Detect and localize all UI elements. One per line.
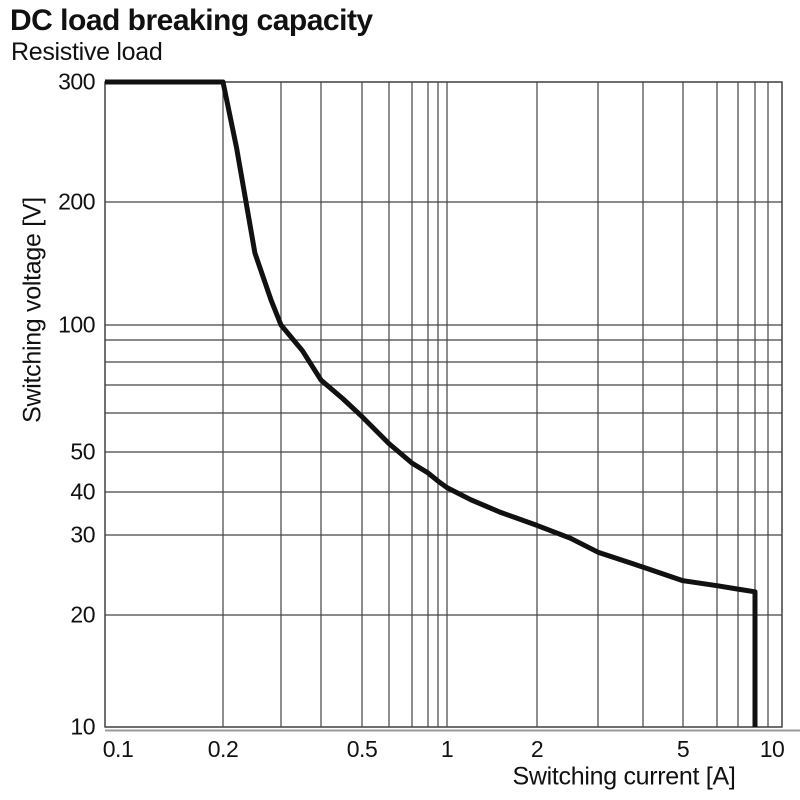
- y-tick-label: 100: [58, 311, 95, 338]
- y-tick-label: 30: [70, 521, 95, 548]
- x-tick-label: 0.5: [346, 736, 378, 762]
- y-axis-title: Switching voltage [V]: [18, 197, 47, 423]
- y-tick-label: 10: [70, 713, 95, 740]
- x-tick-label: 10: [759, 736, 785, 762]
- x-tick-label: 2: [530, 736, 544, 762]
- x-tick-label: 1: [440, 736, 454, 762]
- x-axis-title: Switching current [A]: [512, 762, 736, 791]
- plot-border: [104, 81, 783, 728]
- y-tick-label: 20: [70, 601, 95, 628]
- capacity-curve: [105, 79, 758, 727]
- x-tick-label: 0.1: [102, 736, 134, 762]
- x-tick-label: 5: [676, 736, 690, 762]
- x-tick-label: 0.2: [207, 736, 239, 762]
- y-tick-label: 40: [70, 478, 95, 505]
- y-tick-label: 50: [70, 438, 95, 465]
- page-title: DC load breaking capacity: [10, 4, 373, 37]
- y-tick-label: 200: [58, 188, 95, 215]
- y-tick-label: 300: [58, 68, 95, 95]
- page-subtitle: Resistive load: [11, 38, 163, 66]
